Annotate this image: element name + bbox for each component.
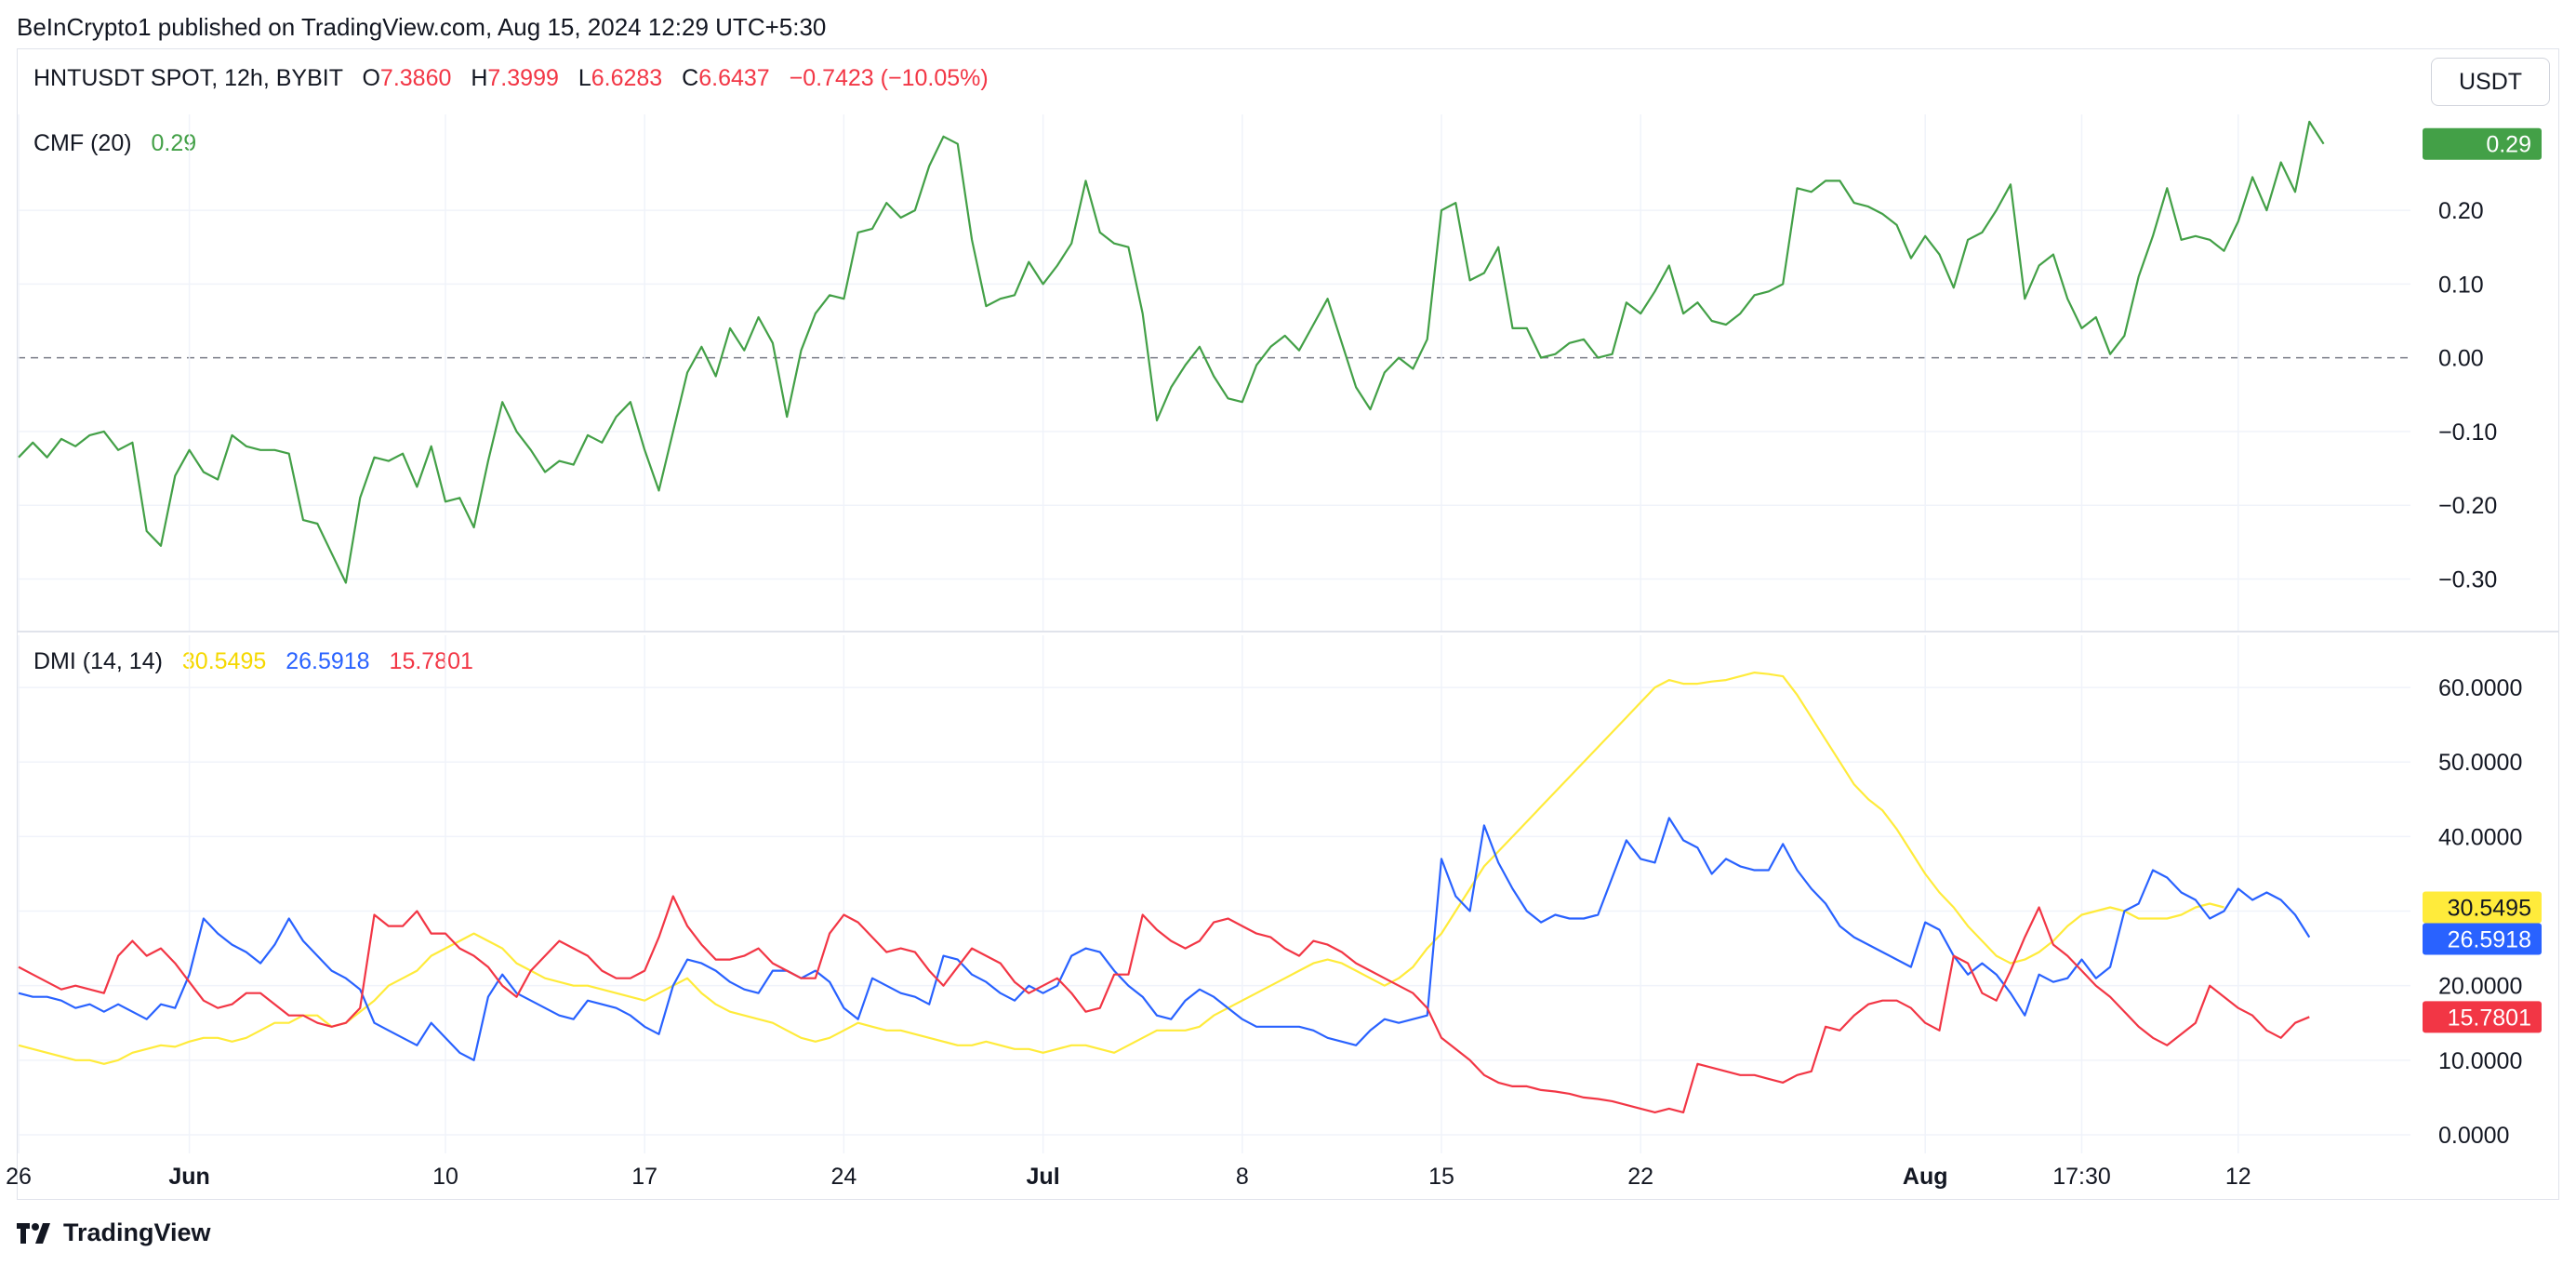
x-tick-label: 15 — [1428, 1164, 1454, 1190]
dmi-legend: DMI (14, 14) 30.5495 26.5918 15.7801 — [33, 648, 473, 675]
di-minus-price-badge — [2423, 1001, 2542, 1033]
cmf-series-line — [18, 120, 2325, 584]
dmi-y-tick-label: 0.0000 — [2438, 1123, 2509, 1149]
currency-button[interactable]: USDT — [2431, 58, 2550, 106]
di-minus-price-badge-text: 15.7801 — [2448, 1005, 2531, 1031]
open-value: 7.3860 — [379, 65, 452, 91]
dmi-y-tick-label: 20.0000 — [2438, 974, 2522, 1000]
tradingview-logo: TradingView — [17, 1218, 211, 1247]
cmf-y-tick-label: 0.00 — [2438, 346, 2484, 372]
high-label: H — [471, 65, 488, 91]
dmi-y-tick-label: 60.0000 — [2438, 675, 2522, 701]
di-plus-series-line — [18, 817, 2311, 1061]
dmi-legend-title: DMI (14, 14) — [33, 648, 163, 674]
tradingview-logo-icon — [17, 1222, 50, 1244]
x-tick-label: 17 — [631, 1164, 657, 1190]
close-value: 6.6437 — [698, 65, 770, 91]
symbol-name: HNTUSDT SPOT, 12h, BYBIT — [33, 65, 343, 91]
dmi-y-tick-label: 50.0000 — [2438, 750, 2522, 776]
dmi-legend-minus-di: 15.7801 — [389, 648, 473, 674]
di-minus-series-line — [18, 895, 2310, 1114]
di-plus-price-badge — [2423, 923, 2542, 955]
cmf-y-tick-label: 0.10 — [2438, 272, 2484, 298]
tradingview-brand: TradingView — [63, 1218, 211, 1246]
x-tick-label: 26 — [6, 1164, 32, 1190]
adx-price-badge — [2423, 891, 2542, 924]
adx-price-badge-text: 30.5495 — [2448, 896, 2531, 922]
cmf-price-badge — [2423, 127, 2542, 160]
x-tick-label: Jul — [1027, 1164, 1060, 1190]
x-tick-label: 10 — [432, 1164, 458, 1190]
x-tick-label: 22 — [1627, 1164, 1653, 1190]
x-tick-label: 8 — [1236, 1164, 1249, 1190]
cmf-y-tick-label: −0.10 — [2438, 419, 2497, 446]
dmi-legend-plus-di: 26.5918 — [285, 648, 370, 674]
published-info: BeInCrypto1 published on TradingView.com… — [17, 13, 827, 41]
cmf-legend-title: CMF (20) — [33, 130, 132, 156]
cmf-legend: CMF (20) 0.29 — [33, 130, 196, 157]
cmf-y-tick-label: −0.20 — [2438, 493, 2497, 519]
x-tick-label: 24 — [830, 1164, 856, 1190]
price-change: −0.7423 (−10.05%) — [789, 65, 989, 91]
high-value: 7.3999 — [487, 65, 559, 91]
x-tick-label: Aug — [1903, 1164, 1948, 1190]
dmi-y-tick-label: 10.0000 — [2438, 1048, 2522, 1074]
cmf-price-badge-text: 0.29 — [2486, 132, 2531, 158]
cmf-y-tick-label: −0.30 — [2438, 567, 2497, 593]
x-tick-label: 17:30 — [2052, 1164, 2111, 1190]
di-plus-price-badge-text: 26.5918 — [2448, 927, 2531, 953]
cmf-y-tick-label: 0.20 — [2438, 198, 2484, 224]
chart-frame[interactable] — [17, 48, 2559, 1200]
dmi-y-tick-label: 40.0000 — [2438, 824, 2522, 850]
close-label: C — [682, 65, 699, 91]
open-label: O — [362, 65, 380, 91]
adx-series-line — [18, 671, 2224, 1065]
dmi-legend-adx: 30.5495 — [181, 648, 267, 674]
symbol-header: HNTUSDT SPOT, 12h, BYBIT O7.3860 H7.3999… — [33, 65, 1002, 92]
low-value: 6.6283 — [591, 65, 663, 91]
x-tick-label: 12 — [2225, 1164, 2251, 1190]
x-tick-label: Jun — [168, 1164, 209, 1190]
low-label: L — [578, 65, 591, 91]
